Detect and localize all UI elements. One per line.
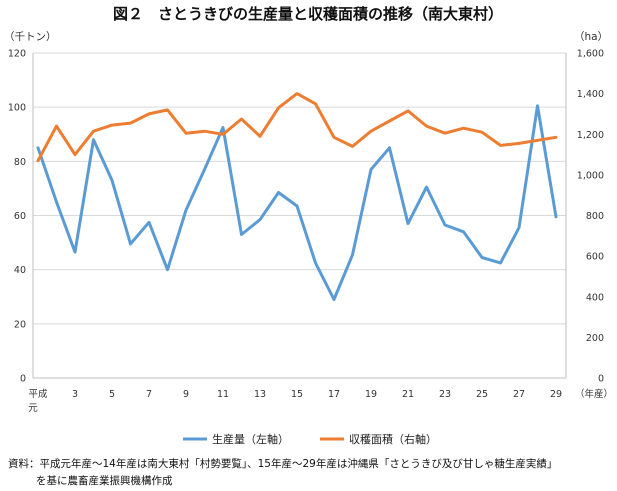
- left-axis-unit: （千トン）: [4, 31, 57, 43]
- axes: [32, 53, 567, 379]
- legend-label: 収穫面積（右軸）: [349, 432, 437, 446]
- x-tick-label: 27: [513, 389, 525, 400]
- chart-title: 図２ さとうきびの生産量と収穫面積の推移（南大東村）: [113, 5, 503, 23]
- left-axis-ticks: 0 20 40 60 80 100 120: [8, 49, 26, 385]
- right-tick-label: 600: [586, 252, 604, 263]
- left-tick-label: 40: [14, 265, 26, 276]
- legend: 生産量（左軸） 収穫面積（右軸）: [183, 432, 437, 446]
- right-tick-label: 400: [586, 292, 604, 303]
- right-tick-label: 1,200: [577, 130, 604, 141]
- x-tick-label: 3: [72, 389, 78, 400]
- x-axis-ticks: 平成元 3 5 7 9 11 13 15 17 19 21 23 25 27 29: [28, 388, 562, 414]
- x-tick-label: 23: [439, 389, 451, 400]
- x-tick-label-line: 平成: [28, 388, 48, 400]
- left-tick-label: 80: [14, 157, 26, 168]
- x-tick-label: 9: [183, 389, 189, 400]
- x-tick-label: 15: [291, 389, 303, 400]
- x-tick-label: 平成元: [28, 388, 48, 414]
- x-tick-label: 19: [365, 389, 377, 400]
- x-tick-label: 13: [254, 389, 266, 400]
- left-tick-label: 100: [8, 103, 26, 114]
- left-tick-label: 120: [8, 49, 26, 60]
- right-axis-ticks: 0 200 400 600 800 1,000 1,200 1,400 1,600: [577, 49, 604, 385]
- x-tick-label: 11: [217, 389, 229, 400]
- right-tick-label: 200: [586, 333, 604, 344]
- legend-label: 生産量（左軸）: [212, 432, 289, 446]
- x-tick-label: 7: [146, 389, 152, 400]
- right-tick-label: 800: [586, 211, 604, 222]
- right-tick-label: 1,600: [577, 49, 604, 60]
- left-tick-label: 20: [14, 319, 26, 330]
- x-tick-label: 29: [550, 389, 562, 400]
- source-note-line-2: を基に農畜産業振興機構作成: [36, 475, 173, 487]
- x-tick-label: 17: [328, 389, 340, 400]
- series-line-2: [36, 92, 558, 163]
- right-axis-unit: （ha）: [574, 31, 608, 43]
- left-tick-label: 60: [14, 211, 26, 222]
- x-axis-label: （年産）: [575, 388, 613, 400]
- x-tick-label-line: 元: [28, 403, 38, 414]
- right-tick-label: 1,400: [577, 89, 604, 100]
- series-line-1: [36, 104, 558, 301]
- left-tick-label: 0: [20, 374, 26, 385]
- source-note-line-1: 資料：平成元年産～14年産は南大東村「村勢要覧」、15年産～29年産は沖縄県「さ…: [8, 458, 558, 470]
- x-tick-label: 25: [476, 389, 488, 400]
- x-tick-label: 5: [109, 389, 115, 400]
- series-lines: [36, 92, 558, 301]
- right-tick-label: 1,000: [577, 170, 604, 181]
- right-tick-label: 0: [598, 374, 604, 385]
- x-tick-label: 21: [402, 389, 414, 400]
